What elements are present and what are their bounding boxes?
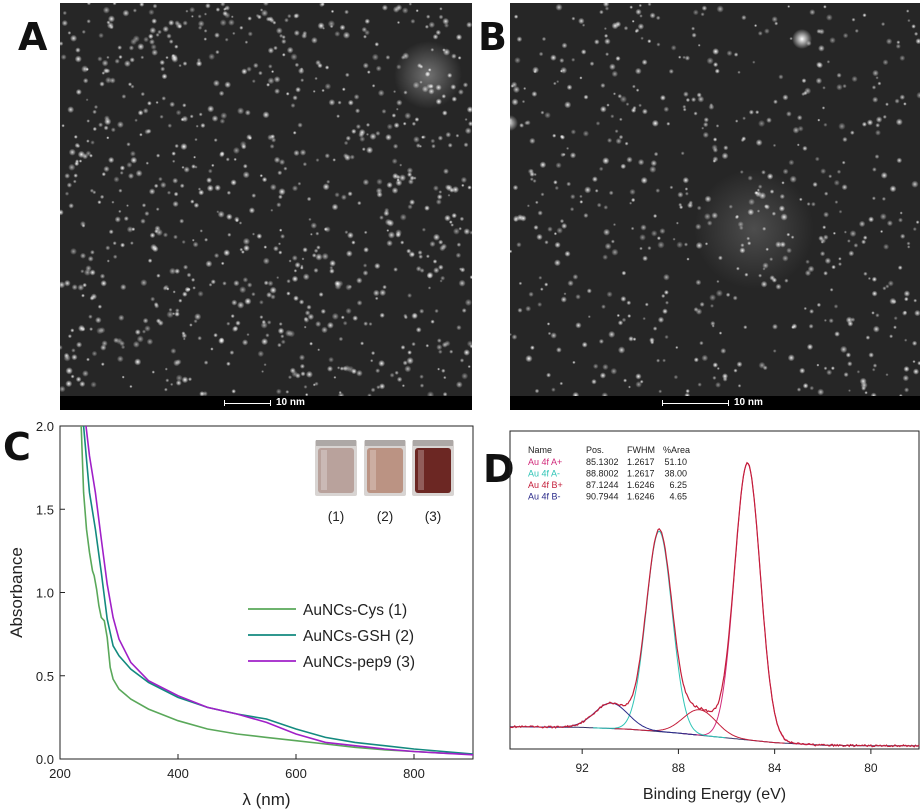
xps-envelope-line [509,461,920,748]
scale-label-a: 10 nm [276,397,305,408]
table-cell: 4.65 [669,492,687,502]
xps-component-2 [614,709,785,744]
tem-image-b: 10 nm [510,3,920,410]
table-cell: 88.8002 [586,469,619,479]
legend-label-2: AuNCs-pep9 (3) [303,654,415,671]
vial-label-3: (3) [425,509,442,524]
tem-image-b-particles [510,3,920,396]
x-tick-label: 92 [575,761,589,775]
table-cell: 1.2617 [627,457,655,467]
uv-vis-chart: 200 400 600 800 0.0 0.5 1.0 1.5 2.0 λ (nm) Absorba… [7,419,474,809]
xps-component-1 [592,530,726,739]
table-header-2: FWHM [627,445,655,455]
table-cell: Au 4f B- [528,492,561,502]
x-tick-label: 600 [285,766,307,781]
series-line-0 [80,425,474,756]
vial-1 [315,440,357,496]
table-cell: 85.1302 [586,457,619,467]
vial-2 [364,440,406,496]
y-tick-label: 0.0 [36,752,54,767]
y-tick-label: 1.0 [36,586,54,601]
xps-chart: 92 88 84 80 Binding Energy (eV) Name Pos. FWHM… [509,430,920,803]
y-tick-label: 2.0 [36,419,54,434]
panel-letter-b: B [478,15,507,59]
legend-label-1: AuNCs-GSH (2) [303,628,414,645]
table-cell: 38.00 [664,469,687,479]
table-cell: Au 4f A+ [528,457,562,467]
y-tick-label: 0.5 [36,669,54,684]
x-tick-label: 200 [49,766,71,781]
panel-letter-a: A [18,15,48,59]
series-line-1 [82,425,474,755]
vial-3 [412,440,454,496]
x-axis-label: Binding Energy (eV) [643,786,786,803]
x-tick-label: 80 [864,761,878,775]
scale-label-b: 10 nm [734,397,763,408]
xps-component-3 [525,702,697,736]
y-axis-label: Absorbance [7,547,26,638]
plot-frame [59,425,474,760]
x-axis-label: λ (nm) [242,790,290,809]
table-cell: 1.2617 [627,469,655,479]
x-tick-label: 84 [768,761,782,775]
panel-letter-d: D [483,447,515,491]
tem-image-a-particles [60,3,472,396]
table-header-3: %Area [663,445,690,455]
x-tick-label: 88 [672,761,686,775]
table-cell: 1.6246 [627,480,655,490]
x-tick-label: 800 [403,766,425,781]
table-cell: 90.7944 [586,492,619,502]
table-cell: 87.1244 [586,480,619,490]
table-cell: 1.6246 [627,492,655,502]
y-tick-label: 1.5 [36,502,54,517]
vial-label-2: (2) [377,509,394,524]
x-tick-label: 400 [167,766,189,781]
vial-label-1: (1) [328,509,345,524]
table-cell: 51.10 [664,457,687,467]
table-header-1: Pos. [586,445,604,455]
tem-image-a: 10 nm [60,3,472,410]
scale-bar-a: 10 nm [60,396,472,410]
panel-letter-c: C [3,425,31,469]
table-cell: 6.25 [669,480,687,490]
scale-bar-b: 10 nm [510,396,920,410]
plot-frame [509,430,920,750]
table-cell: Au 4f B+ [528,480,563,490]
table-cell: Au 4f A- [528,469,560,479]
xps-component-0 [680,462,814,746]
series-line-2 [85,425,474,756]
table-header-0: Name [528,445,552,455]
legend-label-0: AuNCs-Cys (1) [303,602,407,619]
